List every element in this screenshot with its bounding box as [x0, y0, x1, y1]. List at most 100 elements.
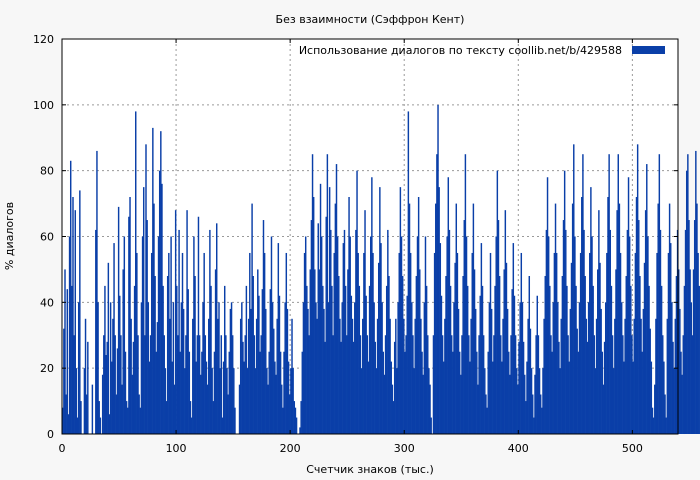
bar	[374, 341, 377, 434]
bar	[687, 154, 689, 434]
bar	[287, 361, 290, 434]
bar	[471, 252, 473, 434]
bar	[582, 154, 584, 434]
bar	[480, 243, 483, 434]
bar	[160, 131, 162, 435]
bar	[563, 170, 566, 435]
bar	[223, 285, 226, 435]
bar	[372, 252, 374, 434]
bar	[565, 229, 567, 434]
bar	[140, 302, 143, 434]
bar	[320, 236, 323, 434]
bar	[500, 335, 502, 434]
bar	[77, 302, 80, 434]
bar	[521, 302, 524, 434]
y-tick-label: 40	[40, 296, 54, 309]
bar	[464, 154, 467, 434]
bar	[228, 351, 230, 434]
bar	[200, 374, 202, 434]
bar	[169, 318, 171, 434]
bar	[157, 236, 160, 434]
bar	[530, 368, 533, 434]
bar	[524, 374, 526, 434]
bar	[377, 262, 380, 434]
bar	[534, 374, 536, 434]
bar	[493, 335, 495, 434]
bar	[618, 203, 621, 434]
bar	[132, 341, 135, 434]
bar	[554, 203, 557, 434]
bar	[326, 154, 329, 434]
bar	[478, 335, 480, 434]
bar	[461, 335, 463, 434]
bar	[350, 295, 353, 434]
bar	[396, 368, 398, 434]
bar	[156, 322, 159, 434]
bar	[114, 335, 116, 434]
bar	[570, 262, 573, 434]
bar	[380, 243, 382, 434]
bar	[536, 295, 538, 434]
bar	[573, 144, 575, 434]
bar	[581, 197, 583, 434]
bar	[385, 285, 388, 435]
bar	[170, 236, 172, 434]
bar	[286, 308, 289, 434]
bar	[171, 361, 173, 434]
bar	[664, 394, 666, 434]
bar	[561, 276, 564, 434]
bar	[477, 384, 479, 435]
bar	[424, 236, 427, 434]
bar	[453, 302, 455, 434]
bar	[363, 252, 365, 434]
bar	[135, 111, 137, 435]
bar	[511, 289, 513, 434]
bar	[401, 276, 404, 434]
x-tick-label: 400	[508, 442, 529, 455]
bar	[304, 236, 307, 434]
bar	[284, 302, 286, 434]
bar	[449, 285, 452, 435]
x-tick-label: 200	[280, 442, 301, 455]
bar	[447, 177, 450, 434]
bar	[423, 302, 426, 434]
bar	[452, 351, 454, 434]
bar	[634, 252, 637, 434]
bar	[630, 285, 632, 435]
bar	[666, 318, 669, 434]
bar	[683, 285, 686, 435]
bar	[162, 285, 164, 435]
bar	[204, 335, 207, 434]
bar	[457, 308, 460, 434]
bar	[551, 351, 553, 434]
x-axis-ticks: 0 100 200 300 400 500	[59, 39, 643, 455]
bar	[657, 203, 659, 434]
bar	[391, 384, 394, 435]
bar	[403, 318, 405, 434]
bar	[333, 252, 335, 434]
bar	[397, 302, 399, 434]
bar	[242, 341, 244, 434]
bar	[218, 302, 220, 434]
bar	[136, 252, 138, 434]
bar	[254, 368, 257, 434]
bar	[610, 285, 613, 435]
bar	[260, 335, 262, 434]
bar	[336, 236, 339, 434]
bar	[575, 285, 577, 435]
x-tick-label: 0	[59, 442, 66, 455]
bar	[152, 127, 154, 435]
bar	[455, 203, 458, 434]
bar	[411, 302, 413, 434]
bar	[415, 276, 418, 434]
bar	[558, 341, 560, 434]
bar	[133, 285, 136, 435]
bar	[644, 210, 647, 434]
bar	[106, 341, 108, 434]
bar	[387, 229, 389, 434]
bar	[681, 374, 683, 434]
bar	[208, 318, 210, 434]
bar	[498, 276, 501, 434]
bar	[615, 269, 617, 434]
bar	[176, 285, 178, 435]
